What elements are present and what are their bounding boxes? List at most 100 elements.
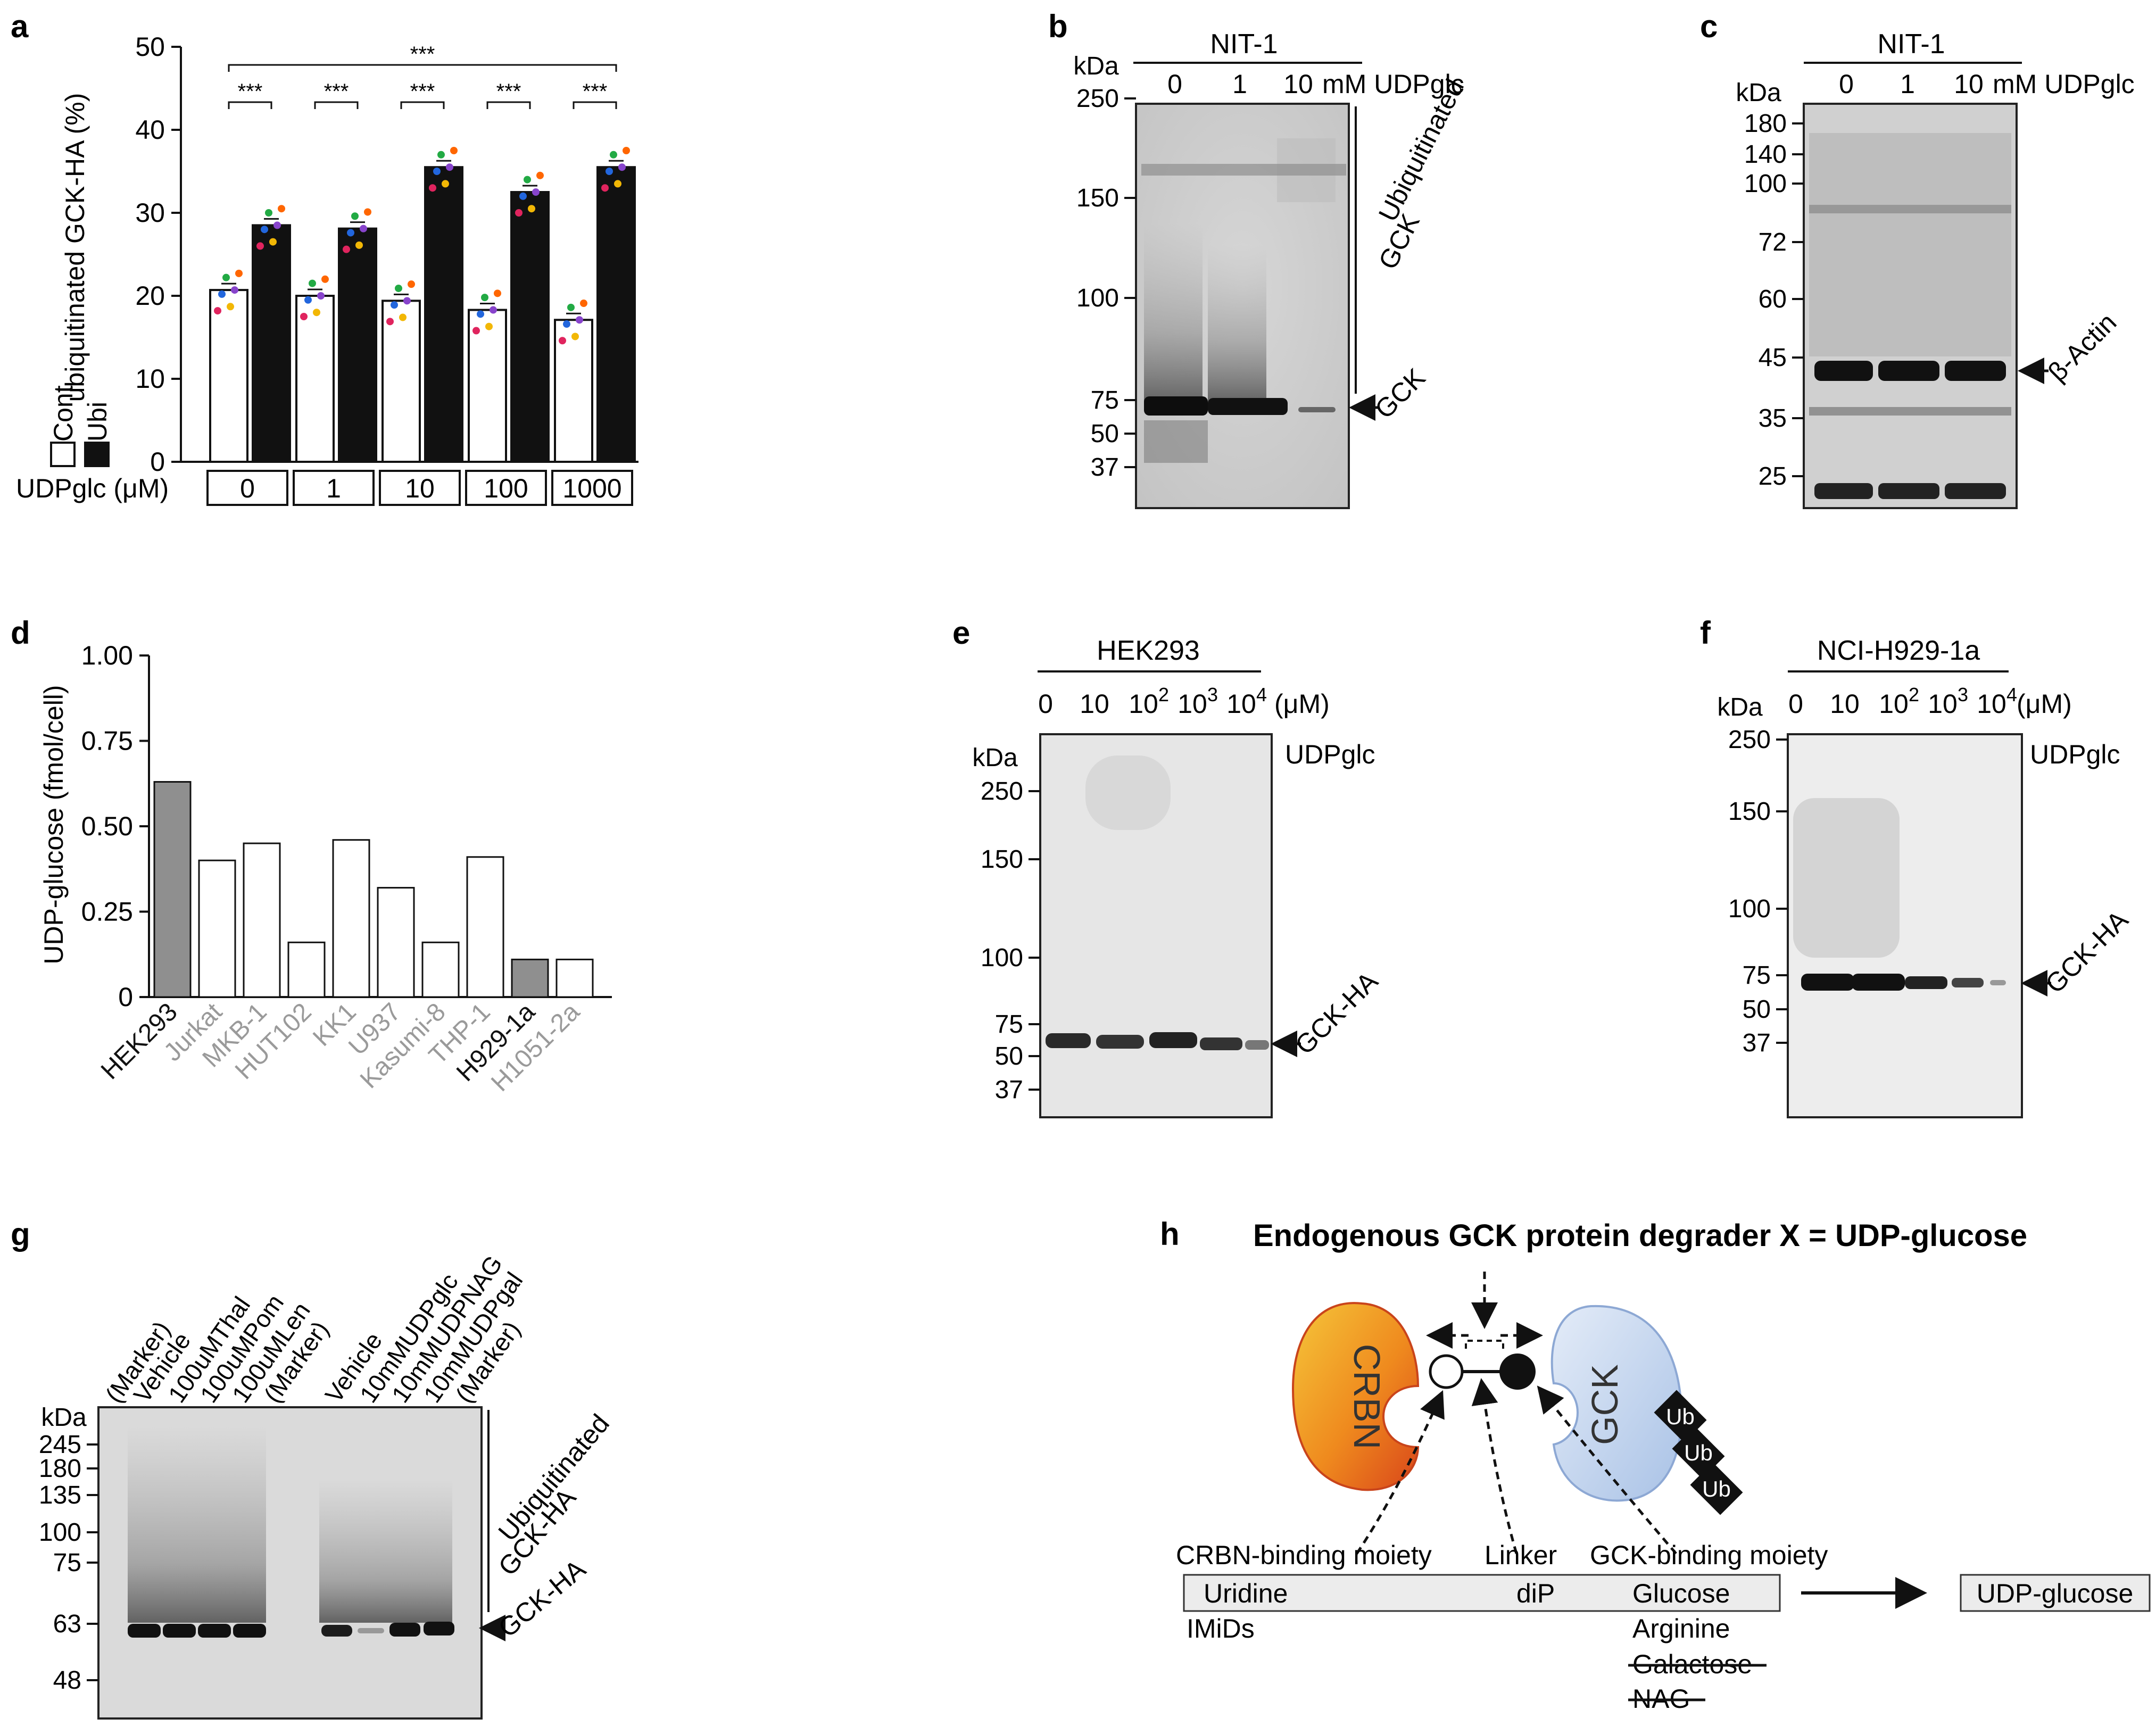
panel-e-marker-label: 75 xyxy=(995,1010,1023,1039)
panel-b-lane-unit: mM UDPglc xyxy=(1322,69,1464,99)
panel-b-lane-0: 0 xyxy=(1167,69,1182,99)
imids-label: IMiDs xyxy=(1187,1614,1255,1643)
box-dip: diP xyxy=(1516,1579,1555,1608)
panel-a-sig-stars: *** xyxy=(496,80,521,103)
result-box xyxy=(1960,1574,2151,1612)
panel-a-category-box xyxy=(379,470,461,506)
panel-e-marker-label: 250 xyxy=(981,777,1023,806)
panel-a-category-label: 1 xyxy=(326,474,341,503)
panel-e-band-0 xyxy=(1046,1033,1091,1048)
panel-a-data-point xyxy=(269,238,277,246)
panel-a-data-point xyxy=(317,292,325,300)
panel-a-bar-chart: ubiquitinated GCK-HA (%) Cont Ubi 010203… xyxy=(16,32,638,506)
panel-b-smear-1 xyxy=(1208,245,1266,404)
panel-e-lane-label: 10 xyxy=(1129,689,1158,719)
panel-e-smear xyxy=(1085,755,1171,830)
panel-a-category-label: 100 xyxy=(484,474,528,503)
panel-c-marker-label: 72 xyxy=(1759,228,1787,256)
linker-label: Linker xyxy=(1485,1540,1557,1570)
panel-g-lane-labels: (Marker)Vehicle100uMThal100uMPom100uMLen… xyxy=(100,1250,528,1408)
panel-a-data-point xyxy=(214,307,221,315)
panel-e-kda: kDa xyxy=(972,744,1018,772)
panel-a-data-point xyxy=(360,225,367,233)
panel-e-lane-exponent: 4 xyxy=(1256,684,1267,705)
panel-b-gck-band-1 xyxy=(1208,398,1288,415)
panel-c-marker-label: 35 xyxy=(1759,404,1787,433)
panel-g-marker-label: 180 xyxy=(39,1455,81,1483)
result-label: UDP-glucose xyxy=(1977,1579,2134,1608)
linker-arrow xyxy=(1471,1378,1518,1554)
panel-e-band-2 xyxy=(1149,1032,1197,1048)
panel-a-y-tick-label: 40 xyxy=(135,115,165,145)
panel-c-marker-label: 100 xyxy=(1744,170,1787,198)
panel-g-marker-label: 48 xyxy=(53,1666,81,1695)
panel-a-data-point xyxy=(364,208,371,216)
panel-a-data-point xyxy=(343,245,350,253)
panel-a-bar xyxy=(382,300,421,463)
panel-e-lane-label: 10 xyxy=(1080,689,1109,719)
panel-f-kda: kDa xyxy=(1717,693,1763,721)
panel-b-lane-2: 10 xyxy=(1283,69,1313,99)
panel-a-data-point xyxy=(477,310,484,318)
panel-d-y-axis-label: UDP-glucose (fmol/cell) xyxy=(39,685,69,964)
panel-f-blot: NCI-H929-1a 0 10 10 2 10 3 10 4 (μM) UDPglc kDa… xyxy=(1717,635,2134,1118)
panel-e-cell-line: HEK293 xyxy=(1097,635,1200,666)
panel-a-data-point xyxy=(580,300,587,308)
ub-tag-3 xyxy=(1690,1462,1743,1515)
molecule-bracket xyxy=(1465,1340,1504,1349)
panel-a-significance: *** *** *** *** *** *** xyxy=(228,43,617,109)
panel-a-x-axis-label: UDPglc (μM) xyxy=(16,474,169,503)
panel-b-lane-1: 1 xyxy=(1232,69,1247,99)
panel-e-lane-label: 0 xyxy=(1038,689,1053,719)
panel-b-marker-label: 150 xyxy=(1076,184,1119,212)
panel-label-g: g xyxy=(11,1216,30,1252)
panel-g-smear-b xyxy=(319,1479,452,1623)
panel-a-data-point xyxy=(519,192,527,200)
panel-a-data-point xyxy=(313,309,320,317)
panel-d-bar xyxy=(377,887,415,998)
panel-a-bar xyxy=(468,309,507,463)
panel-c-actin-band-0 xyxy=(1814,361,1873,381)
panel-a-bar xyxy=(596,166,636,463)
panel-e-band-label: GCK-HA xyxy=(1289,966,1384,1060)
ub-label-2: Ub xyxy=(1684,1440,1713,1465)
panel-a-bar xyxy=(252,224,291,463)
panel-c-actin-band-1 xyxy=(1878,361,1939,381)
panel-d-bar xyxy=(153,781,192,998)
panel-g-band-8 xyxy=(389,1623,420,1637)
panel-c-lane-1: 1 xyxy=(1900,69,1915,99)
panel-a-category-box xyxy=(293,470,375,506)
panel-a-y-tick-label: 0 xyxy=(150,447,165,477)
panel-a-data-point xyxy=(321,275,329,283)
panel-d-bar xyxy=(287,941,326,998)
panel-f-markers: 250 150 100 75 50 37 xyxy=(1728,726,1788,1057)
panel-g-smear-a xyxy=(128,1426,266,1623)
panel-f-cell-line: NCI-H929-1a xyxy=(1817,635,1980,666)
panel-a-bars xyxy=(209,147,636,463)
panel-d-bar xyxy=(198,859,236,998)
panel-b-cell-line: NIT-1 xyxy=(1210,29,1278,60)
panel-a-data-point xyxy=(273,221,281,229)
panel-c-marker-label: 60 xyxy=(1759,285,1787,313)
panel-c-band-25a xyxy=(1814,483,1873,499)
ub-label-3: Ub xyxy=(1702,1476,1731,1501)
panel-g-band-7 xyxy=(358,1628,384,1633)
panel-a-data-point xyxy=(408,280,415,288)
panel-a-y-axis-label: ubiquitinated GCK-HA (%) xyxy=(60,93,90,402)
panel-f-marker-label: 250 xyxy=(1728,726,1771,754)
panel-b-kda: kDa xyxy=(1073,52,1119,80)
panel-a-sig-stars: *** xyxy=(238,80,263,103)
panel-b-markers: 250 150 100 75 50 37 xyxy=(1076,85,1136,481)
gck-binding-moiety-circle xyxy=(1499,1354,1536,1390)
panel-a-data-point xyxy=(515,209,523,217)
panel-a-data-point xyxy=(386,318,394,326)
panel-c-marker-label: 180 xyxy=(1744,110,1787,138)
panel-a-data-point xyxy=(571,333,579,341)
panel-a-data-point xyxy=(351,212,359,220)
panel-a-sig-stars: *** xyxy=(324,80,349,103)
panel-a-data-point xyxy=(300,313,308,320)
panel-c-kda: kDa xyxy=(1736,79,1781,107)
